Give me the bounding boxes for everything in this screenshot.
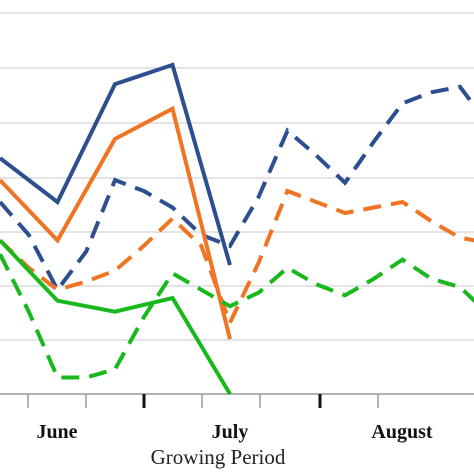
series-line-0-solid [0, 62, 232, 266]
x-axis-title: Growing Period [151, 445, 286, 469]
x-axis-ticks [27, 394, 379, 408]
series-lines [0, 62, 474, 396]
series-line-2-solid [0, 105, 232, 340]
series-line-3-dashed [0, 188, 474, 328]
month-label-june: June [36, 421, 77, 443]
series-line-1-dashed [0, 84, 474, 294]
month-labels: June July August [36, 421, 432, 443]
month-label-august: August [371, 421, 432, 443]
series-line-4-solid [0, 239, 232, 396]
month-label-july: July [212, 421, 249, 443]
